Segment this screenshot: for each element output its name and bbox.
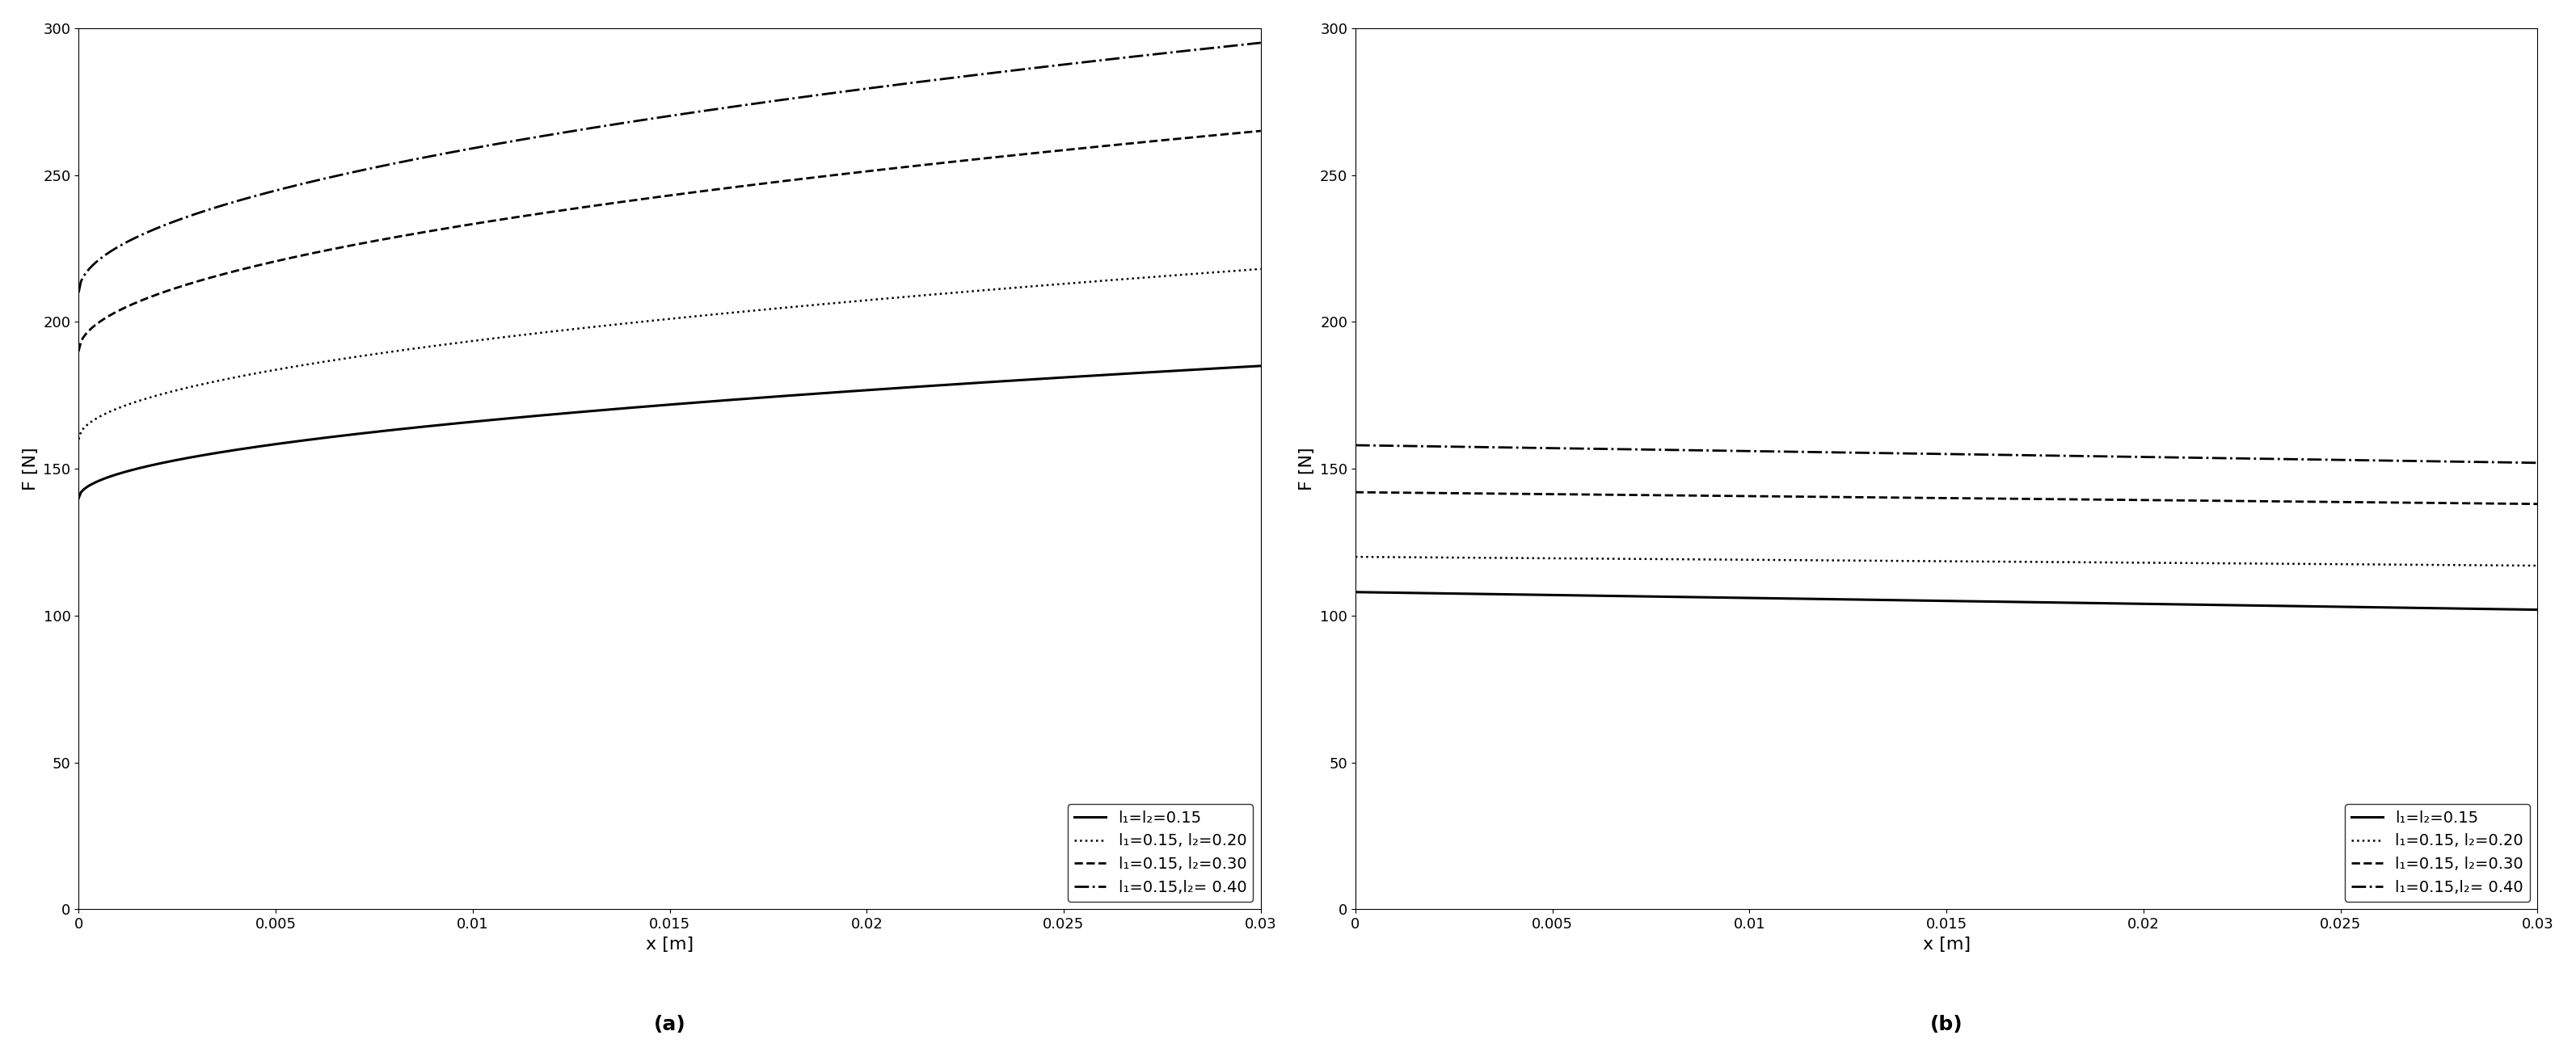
l₁=l₂=0.15: [631, 400, 662, 413]
l₁=l₂=0.15: [768, 390, 799, 402]
X-axis label: x [m]: x [m]: [647, 936, 693, 953]
Line: l₁=0.15, l₂=0.20: l₁=0.15, l₂=0.20: [80, 269, 1260, 439]
l₁=l₂=0.15: [2308, 601, 2339, 613]
l₁=0.15,l₂= 0.40: [1978, 449, 2009, 461]
l₁=0.15,l₂= 0.40: [1033, 60, 1064, 72]
l₁=0.15, l₂=0.30: [768, 175, 799, 188]
l₁=0.15, l₂=0.30: [2043, 493, 2074, 505]
l₁=0.15,l₂= 0.40: [64, 286, 95, 299]
l₁=0.15, l₂=0.20: [1033, 279, 1064, 291]
l₁=l₂=0.15: [703, 394, 734, 407]
l₁=l₂=0.15: [1340, 586, 1370, 598]
l₁=0.15, l₂=0.30: [2494, 498, 2524, 510]
l₁=0.15,l₂= 0.40: [2308, 454, 2339, 466]
Y-axis label: F [N]: F [N]: [1298, 447, 1316, 490]
l₁=0.15,l₂= 0.40: [2522, 457, 2553, 470]
l₁=0.15, l₂=0.30: [623, 193, 654, 205]
Text: (b): (b): [1929, 1016, 1963, 1034]
Line: l₁=l₂=0.15: l₁=l₂=0.15: [1355, 592, 2537, 610]
l₁=0.15, l₂=0.20: [1340, 550, 1370, 563]
l₁=0.15, l₂=0.20: [64, 433, 95, 445]
l₁=0.15, l₂=0.30: [703, 182, 734, 195]
l₁=0.15,l₂= 0.40: [631, 113, 662, 126]
l₁=l₂=0.15: [1978, 595, 2009, 608]
l₁=0.15, l₂=0.20: [703, 308, 734, 321]
l₁=0.15, l₂=0.30: [1909, 492, 1940, 504]
l₁=0.15, l₂=0.30: [2308, 496, 2339, 508]
l₁=0.15, l₂=0.20: [1216, 265, 1247, 278]
l₁=0.15, l₂=0.30: [1244, 125, 1275, 137]
Line: l₁=0.15, l₂=0.20: l₁=0.15, l₂=0.20: [1355, 556, 2537, 566]
Line: l₁=0.15, l₂=0.30: l₁=0.15, l₂=0.30: [1355, 493, 2537, 504]
Line: l₁=0.15, l₂=0.30: l₁=0.15, l₂=0.30: [80, 131, 1260, 351]
Y-axis label: F [N]: F [N]: [23, 447, 39, 490]
l₁=0.15,l₂= 0.40: [623, 114, 654, 127]
l₁=l₂=0.15: [2522, 604, 2553, 616]
l₁=0.15,l₂= 0.40: [2043, 450, 2074, 462]
l₁=0.15,l₂= 0.40: [703, 103, 734, 115]
l₁=l₂=0.15: [1033, 372, 1064, 385]
Text: (a): (a): [654, 1016, 685, 1034]
l₁=0.15,l₂= 0.40: [1244, 37, 1275, 49]
l₁=0.15, l₂=0.30: [64, 345, 95, 357]
l₁=0.15, l₂=0.30: [631, 192, 662, 204]
l₁=0.15, l₂=0.30: [1033, 146, 1064, 158]
l₁=0.15, l₂=0.20: [1901, 554, 1932, 567]
Line: l₁=l₂=0.15: l₁=l₂=0.15: [80, 366, 1260, 498]
l₁=0.15, l₂=0.20: [768, 302, 799, 314]
l₁=l₂=0.15: [1216, 362, 1247, 374]
l₁=0.15, l₂=0.20: [2308, 558, 2339, 570]
l₁=l₂=0.15: [1244, 359, 1275, 372]
l₁=0.15, l₂=0.30: [1901, 492, 1932, 504]
Legend: l₁=l₂=0.15, l₁=0.15, l₂=0.20, l₁=0.15, l₂=0.30, l₁=0.15,l₂= 0.40: l₁=l₂=0.15, l₁=0.15, l₂=0.20, l₁=0.15, l…: [1069, 804, 1252, 901]
l₁=0.15, l₂=0.20: [2522, 560, 2553, 572]
l₁=0.15, l₂=0.20: [631, 314, 662, 327]
l₁=0.15, l₂=0.30: [2522, 498, 2553, 510]
Line: l₁=0.15,l₂= 0.40: l₁=0.15,l₂= 0.40: [1355, 445, 2537, 463]
l₁=l₂=0.15: [1909, 594, 1940, 607]
l₁=0.15, l₂=0.20: [1978, 555, 2009, 568]
l₁=0.15,l₂= 0.40: [2494, 456, 2524, 468]
l₁=l₂=0.15: [1901, 594, 1932, 607]
l₁=0.15, l₂=0.20: [1909, 554, 1940, 567]
l₁=0.15, l₂=0.30: [1216, 127, 1247, 139]
l₁=l₂=0.15: [2494, 603, 2524, 615]
X-axis label: x [m]: x [m]: [1922, 936, 1971, 953]
l₁=0.15, l₂=0.20: [623, 315, 654, 328]
Line: l₁=0.15,l₂= 0.40: l₁=0.15,l₂= 0.40: [80, 43, 1260, 292]
l₁=0.15,l₂= 0.40: [768, 93, 799, 106]
l₁=l₂=0.15: [2043, 596, 2074, 609]
l₁=0.15, l₂=0.20: [2043, 555, 2074, 568]
l₁=0.15,l₂= 0.40: [1909, 447, 1940, 460]
l₁=0.15,l₂= 0.40: [1901, 447, 1932, 460]
l₁=0.15,l₂= 0.40: [1340, 439, 1370, 452]
l₁=0.15, l₂=0.30: [1340, 486, 1370, 499]
Legend: l₁=l₂=0.15, l₁=0.15, l₂=0.20, l₁=0.15, l₂=0.30, l₁=0.15,l₂= 0.40: l₁=l₂=0.15, l₁=0.15, l₂=0.20, l₁=0.15, l…: [2344, 804, 2530, 901]
l₁=0.15, l₂=0.30: [1978, 493, 2009, 505]
l₁=l₂=0.15: [64, 492, 95, 504]
l₁=0.15, l₂=0.20: [1244, 263, 1275, 276]
l₁=0.15,l₂= 0.40: [1216, 40, 1247, 52]
l₁=l₂=0.15: [623, 400, 654, 413]
l₁=0.15, l₂=0.20: [2494, 560, 2524, 572]
